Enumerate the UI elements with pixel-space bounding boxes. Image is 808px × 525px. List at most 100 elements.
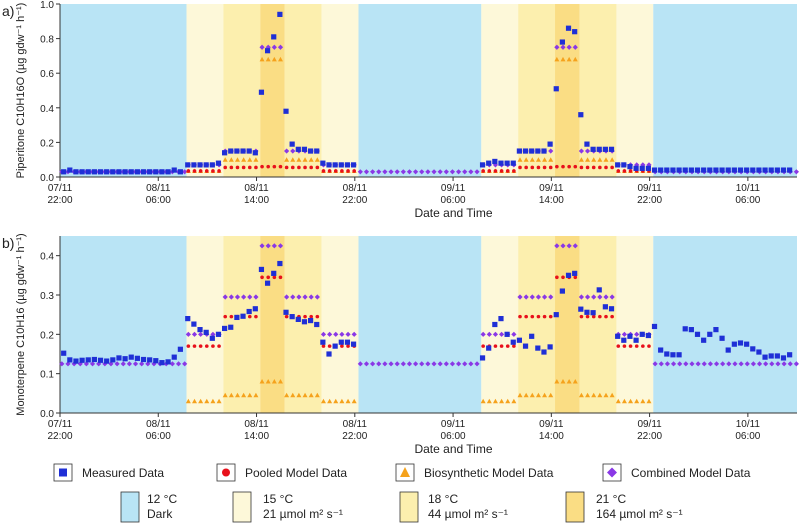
x-tick-label: 22:00 bbox=[342, 195, 367, 206]
measured-data-point bbox=[153, 358, 159, 364]
combined-model-point bbox=[572, 243, 578, 249]
combined-model-point bbox=[182, 169, 188, 175]
combined-model-point bbox=[517, 294, 523, 300]
legend-cond-light-18c: 44 µmol m² s⁻¹ bbox=[428, 507, 508, 521]
pooled-model-point bbox=[204, 344, 209, 348]
measured-data-point bbox=[516, 337, 522, 343]
biosynthetic-model-point bbox=[241, 392, 247, 398]
legend-pooled-marker bbox=[222, 468, 230, 477]
measured-data-point bbox=[234, 148, 240, 154]
combined-model-point bbox=[419, 361, 425, 367]
measured-data-point bbox=[85, 169, 91, 175]
combined-model-point bbox=[357, 169, 363, 175]
x-tick-label: 08/11 bbox=[343, 183, 368, 194]
panel-label: b) bbox=[2, 235, 14, 251]
condition-band bbox=[60, 236, 187, 413]
combined-model-point bbox=[169, 361, 175, 367]
measured-data-point bbox=[651, 167, 658, 173]
measured-data-point bbox=[252, 150, 258, 156]
combined-model-point bbox=[132, 361, 139, 367]
pooled-model-point bbox=[211, 169, 215, 173]
measured-data-point bbox=[159, 360, 165, 366]
combined-model-point bbox=[370, 361, 376, 367]
legend-cond-temp-21c: 21 °C bbox=[596, 492, 626, 506]
measured-data-point bbox=[289, 141, 295, 147]
combined-model-point bbox=[265, 243, 271, 249]
pooled-model-point bbox=[260, 164, 264, 169]
biosynthetic-model-point bbox=[302, 157, 308, 162]
measured-data-point bbox=[762, 167, 768, 173]
condition-band bbox=[653, 4, 797, 177]
combined-model-point bbox=[210, 331, 216, 337]
measured-data-point bbox=[492, 158, 498, 165]
combined-model-point bbox=[443, 169, 449, 175]
biosynthetic-model-point bbox=[302, 392, 308, 398]
measured-data-point bbox=[725, 167, 731, 173]
measured-data-point bbox=[140, 169, 147, 175]
combined-model-point bbox=[511, 331, 517, 337]
x-tick-label: 09/11 bbox=[637, 183, 662, 194]
biosynthetic-model-point bbox=[499, 398, 505, 404]
measured-data-point bbox=[744, 341, 750, 347]
measured-data-point bbox=[596, 287, 602, 293]
measured-data-point bbox=[134, 169, 140, 175]
pooled-model-point bbox=[278, 275, 283, 280]
y-tick-label: 1.0 bbox=[40, 0, 54, 11]
combined-model-point bbox=[474, 169, 480, 175]
measured-data-point bbox=[221, 150, 228, 156]
measured-data-point bbox=[332, 162, 338, 168]
combined-model-point bbox=[572, 44, 578, 50]
measured-data-point bbox=[547, 344, 553, 350]
measured-data-point bbox=[228, 324, 234, 330]
measured-data-point bbox=[67, 357, 73, 363]
x-tick-label: 06:00 bbox=[441, 195, 466, 206]
pooled-model-point bbox=[217, 169, 221, 173]
pooled-model-point bbox=[634, 344, 639, 348]
measured-data-point bbox=[762, 354, 768, 360]
combined-model-point bbox=[474, 361, 480, 367]
combined-model-point bbox=[108, 361, 114, 367]
measured-data-point bbox=[578, 306, 584, 312]
biosynthetic-model-point bbox=[542, 392, 548, 398]
x-tick-label: 22:00 bbox=[342, 431, 367, 442]
measured-data-point bbox=[713, 327, 719, 333]
pooled-model-point bbox=[223, 165, 228, 170]
measured-data-point bbox=[547, 141, 553, 147]
measured-data-point bbox=[159, 169, 165, 175]
pooled-model-point bbox=[610, 165, 614, 170]
combined-model-point bbox=[554, 243, 560, 249]
combined-model-point bbox=[670, 361, 677, 367]
biosynthetic-model-point bbox=[603, 392, 609, 398]
legend-swatch-15c bbox=[232, 491, 252, 523]
measured-data-point bbox=[602, 146, 608, 152]
measured-data-point bbox=[572, 270, 578, 276]
measured-data-point bbox=[639, 165, 645, 171]
combined-model-point bbox=[271, 44, 277, 50]
biosynthetic-model-point bbox=[511, 398, 517, 404]
biosynthetic-model-point bbox=[198, 398, 204, 404]
combined-model-point bbox=[302, 294, 308, 300]
biosynthetic-model-point bbox=[505, 398, 511, 404]
measured-data-point bbox=[73, 358, 79, 364]
measured-data-point bbox=[676, 352, 682, 358]
measured-data-point bbox=[498, 160, 504, 166]
measured-data-point bbox=[277, 260, 283, 267]
pooled-model-point bbox=[493, 169, 498, 173]
pooled-model-point bbox=[290, 165, 295, 170]
combined-model-point bbox=[763, 361, 769, 367]
x-tick-label: 06:00 bbox=[735, 431, 760, 442]
measured-data-point bbox=[553, 312, 559, 318]
pooled-model-point bbox=[542, 165, 547, 170]
x-tick-label: 22:00 bbox=[637, 431, 662, 442]
panel-b: 0.00.10.20.30.407/1122:0008/1106:0008/11… bbox=[2, 233, 799, 456]
combined-model-point bbox=[431, 169, 437, 175]
measured-data-point bbox=[486, 345, 492, 351]
measured-data-point bbox=[140, 356, 147, 363]
combined-model-point bbox=[406, 361, 413, 367]
biosynthetic-model-point bbox=[566, 56, 572, 62]
combined-model-point bbox=[333, 331, 339, 337]
biosynthetic-model-point bbox=[234, 392, 240, 398]
biosynthetic-model-point bbox=[210, 398, 216, 404]
biosynthetic-model-point bbox=[296, 157, 302, 162]
